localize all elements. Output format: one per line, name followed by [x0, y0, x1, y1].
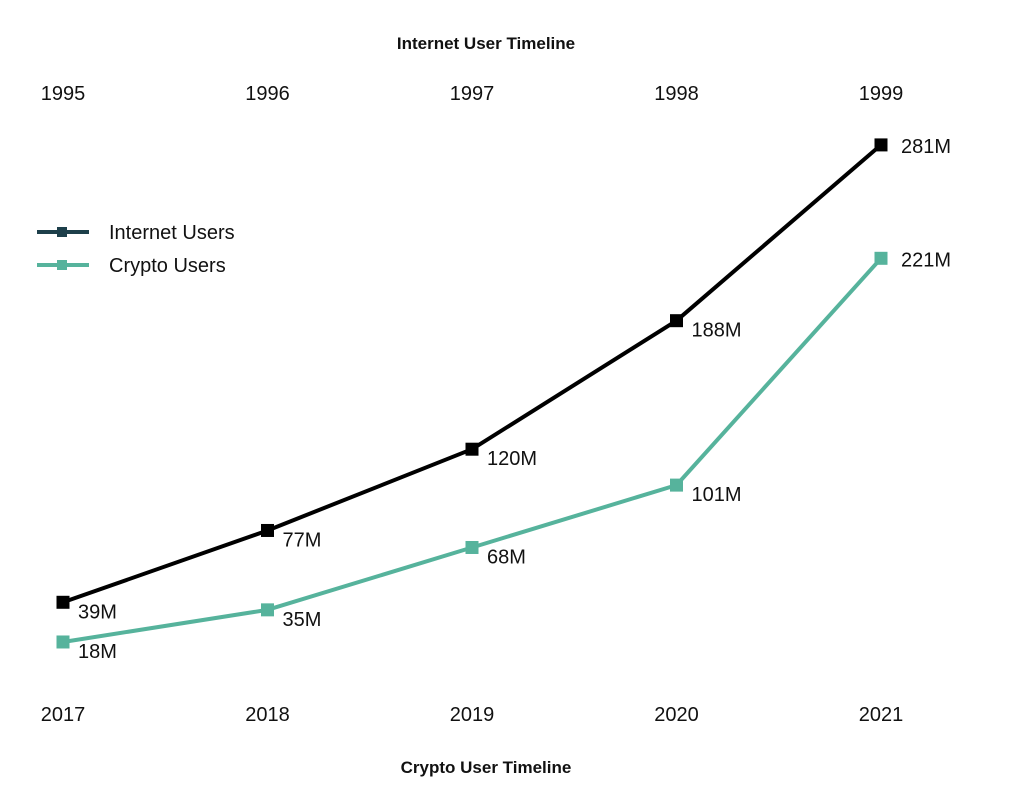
data-label: 281M	[901, 136, 951, 158]
legend-marker	[57, 260, 67, 270]
legend-label: Crypto Users	[109, 255, 226, 277]
legend-label: Internet Users	[109, 222, 235, 244]
data-point	[874, 138, 888, 152]
data-label: 68M	[487, 546, 526, 568]
data-label: 120M	[487, 448, 537, 470]
bottom-tick-label: 2020	[654, 704, 699, 726]
legend-item: Internet Users	[37, 222, 235, 244]
series-layer: 39M 77M 120M 188M 281M 18M 35M 68M 101M 221M	[56, 136, 951, 663]
top-tick-label: 1999	[859, 83, 904, 105]
data-point	[56, 635, 70, 649]
data-label: 221M	[901, 249, 951, 271]
top-tick-label: 1995	[41, 83, 86, 105]
bottom-tick-label: 2021	[859, 704, 904, 726]
data-label: 18M	[78, 641, 117, 663]
bottom-axis-title: Crypto User Timeline	[401, 758, 572, 777]
data-point	[670, 314, 683, 328]
data-point	[261, 603, 274, 617]
bottom-tick-label: 2018	[245, 704, 290, 726]
top-axis-title: Internet User Timeline	[397, 34, 575, 53]
legend-item: Crypto Users	[37, 255, 226, 277]
data-label: 35M	[283, 609, 322, 631]
series-0: 39M 77M 120M 188M 281M	[56, 136, 951, 623]
bottom-tick-label: 2017	[41, 704, 86, 726]
data-label: 77M	[283, 529, 322, 551]
data-point	[261, 523, 274, 537]
legend-marker	[57, 227, 67, 237]
data-label: 39M	[78, 601, 117, 623]
data-point	[465, 540, 479, 554]
data-point	[465, 442, 479, 456]
data-point	[874, 251, 888, 265]
series-1: 18M 35M 68M 101M 221M	[56, 249, 951, 663]
data-point	[56, 595, 70, 609]
series-line	[62, 143, 883, 605]
data-point	[670, 478, 683, 492]
data-label: 101M	[692, 484, 742, 506]
bottom-axis-ticks: 2017 2018 2019 2020 2021	[41, 704, 904, 726]
legend: Internet Users Crypto Users	[37, 222, 235, 277]
top-tick-label: 1996	[245, 83, 290, 105]
bottom-tick-label: 2019	[450, 704, 495, 726]
data-label: 188M	[692, 320, 742, 342]
top-tick-label: 1998	[654, 83, 699, 105]
top-axis-ticks: 1995 1996 1997 1998 1999	[41, 83, 904, 105]
top-tick-label: 1997	[450, 83, 495, 105]
